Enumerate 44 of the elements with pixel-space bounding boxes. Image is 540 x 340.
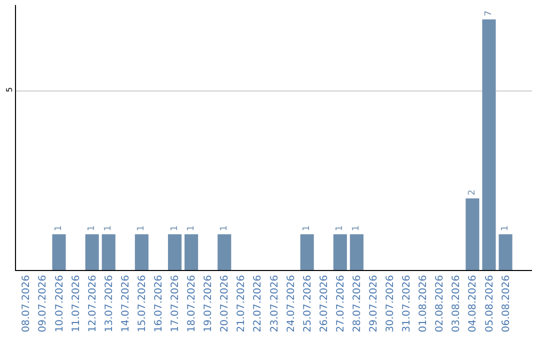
x-tick-label: 09.07.2026 — [38, 275, 49, 332]
data-label: 7 — [484, 10, 494, 16]
x-tick-label: 26.07.2026 — [318, 275, 330, 332]
y-tick-label: 5 — [4, 87, 14, 92]
x-tick-label: 30.07.2026 — [385, 275, 396, 332]
x-tick-label: 18.07.2026 — [186, 275, 198, 332]
x-tick-label: 08.07.2026 — [21, 275, 32, 332]
x-tick-label: 14.07.2026 — [120, 275, 132, 332]
x-tick-label: 13.07.2026 — [104, 275, 115, 332]
data-label: 1 — [87, 225, 98, 232]
x-tick-label: 24.07.2026 — [286, 275, 297, 332]
x-tick-label: 25.07.2026 — [302, 275, 314, 332]
data-label: 1 — [136, 225, 147, 232]
x-tick-label: 04.08.2026 — [468, 275, 479, 332]
x-tick-label: 20.07.2026 — [220, 275, 231, 332]
x-tick-label: 16.07.2026 — [153, 275, 164, 332]
data-label: 1 — [335, 225, 346, 232]
data-label: 1 — [352, 225, 362, 232]
x-tick-label: 11.07.2026 — [70, 275, 82, 332]
x-tick-label: 05.08.2026 — [484, 275, 496, 332]
data-label: 1 — [54, 225, 64, 232]
x-tick-label: 01.08.2026 — [418, 275, 430, 332]
x-tick-label: 29.07.2026 — [368, 275, 380, 332]
data-label: 1 — [186, 225, 196, 232]
x-tick-label: 17.07.2026 — [170, 275, 182, 332]
x-tick-label: 23.07.2026 — [269, 275, 280, 332]
x-tick-label: 02.08.2026 — [434, 275, 446, 332]
data-label: 1 — [302, 225, 312, 232]
x-tick-label: 27.07.2026 — [335, 275, 346, 332]
x-tick-label: 31.07.2026 — [402, 275, 413, 332]
x-tick-label: 03.08.2026 — [451, 275, 462, 332]
data-label: 1 — [104, 225, 114, 232]
x-tick-label: 21.07.2026 — [236, 275, 248, 332]
x-tick-label: 06.08.2026 — [500, 275, 512, 332]
x-tick-label: 15.07.2026 — [136, 275, 148, 332]
x-tick-label: 22.07.2026 — [252, 275, 264, 332]
x-tick-label: 10.07.2026 — [54, 275, 66, 332]
x-tick-label: 12.07.2026 — [87, 275, 98, 332]
x-tick-label: 19.07.2026 — [203, 275, 214, 332]
data-label: 1 — [170, 225, 180, 232]
data-label: 1 — [219, 225, 230, 232]
data-label: 1 — [500, 225, 511, 232]
x-tick-label: 28.07.2026 — [352, 275, 363, 332]
data-label: 2 — [467, 190, 478, 196]
